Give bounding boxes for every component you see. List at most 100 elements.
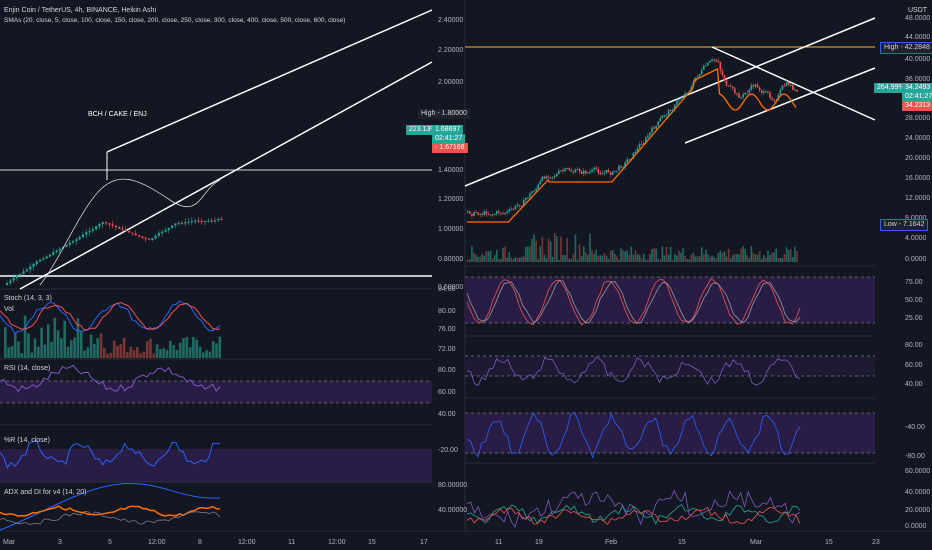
vol-bar <box>13 332 17 358</box>
candle <box>131 232 134 234</box>
right-osc-4[interactable] <box>466 489 801 529</box>
price-tick: 0.80000 <box>438 256 463 263</box>
time-tick: 23 <box>872 539 880 546</box>
candle <box>711 59 713 61</box>
left-stoch-pane[interactable] <box>0 300 432 360</box>
candle <box>748 89 751 93</box>
right-wedge-upper[interactable] <box>711 46 876 121</box>
right-price-axis[interactable]: 48.000044.000040.000036.000032.000028.00… <box>905 15 930 530</box>
candle <box>539 181 542 185</box>
candle <box>620 165 622 168</box>
candle <box>558 170 560 174</box>
candle <box>144 237 147 239</box>
left-candles <box>6 216 223 286</box>
time-tick: 12:00 <box>328 539 346 546</box>
vol-bar <box>522 256 525 262</box>
vol-bar <box>729 258 732 262</box>
candle <box>543 176 546 179</box>
candle <box>769 92 771 99</box>
vol-bar <box>671 259 674 262</box>
vol-bar <box>651 248 653 262</box>
time-axis[interactable]: Mar 3 5 12:00 8 12:00 11 12:00 15 17 11 19 Feb 15 Mar 1… <box>3 539 880 546</box>
vol-bar <box>89 334 93 358</box>
candle <box>721 70 724 76</box>
right-high-tag: High - 42.2848 <box>880 42 932 54</box>
vol-bar <box>624 251 626 262</box>
right-osc-1[interactable] <box>465 276 875 337</box>
rsi-tick: 40.00 <box>438 411 456 418</box>
candle <box>796 89 798 92</box>
candle <box>564 168 566 171</box>
channel-lower-line[interactable] <box>19 61 433 290</box>
right-price-tick: 36.0000 <box>905 76 930 83</box>
candle <box>29 266 32 270</box>
vol-bar <box>510 257 513 262</box>
candle <box>589 171 591 173</box>
left-adx-pane[interactable] <box>0 482 221 531</box>
right-osc-2[interactable] <box>465 355 875 399</box>
sma-legend[interactable]: SMAs (20, close, 5, close, 100, close, 1… <box>4 17 346 24</box>
left-rsi-pane[interactable] <box>0 364 432 426</box>
vol-bar <box>551 256 554 262</box>
vol-bar <box>775 248 778 262</box>
vol-bar <box>591 250 593 262</box>
stoch-label[interactable]: Stoch (14, 3, 3) <box>4 295 52 302</box>
vol-bar <box>198 346 202 358</box>
vol-bar <box>674 254 676 262</box>
candle <box>52 252 55 255</box>
stoch-d-line <box>0 301 221 331</box>
candle <box>489 214 492 216</box>
stoch-tick: 72.00 <box>438 346 456 353</box>
sma-line <box>39 178 221 286</box>
candle <box>663 115 666 117</box>
candle <box>147 238 151 240</box>
left-countdown-tag: 02:41:27 <box>432 134 466 144</box>
candle <box>213 220 217 222</box>
vol-bar <box>661 246 664 262</box>
overlay-label: BCH / CAKE / ENJ <box>88 111 147 118</box>
vol-label[interactable]: Vol <box>4 306 14 313</box>
vol-bar <box>607 259 610 262</box>
candle <box>767 91 769 93</box>
vol-bar <box>112 340 116 358</box>
candle <box>653 127 655 129</box>
rsi-band <box>0 381 432 403</box>
adx-label[interactable]: ADX and DI for v4 (14, 20) <box>4 489 87 496</box>
candle <box>200 220 203 222</box>
time-tick: 19 <box>535 539 543 546</box>
vol-bar <box>483 255 486 262</box>
stoch-tick: 80.00 <box>438 308 456 315</box>
right-channel-upper[interactable] <box>464 17 876 187</box>
candle <box>154 235 157 239</box>
candle <box>787 82 790 86</box>
wr-label[interactable]: %R (14, close) <box>4 437 50 444</box>
vol-bar <box>533 234 535 262</box>
right-osc-3[interactable] <box>465 411 875 464</box>
candle <box>473 211 475 216</box>
vol-bar <box>593 253 595 262</box>
symbol-title[interactable]: Enjin Coin / TetherUS, 4h, BINANCE, Heik… <box>4 7 156 14</box>
rsi-label[interactable]: RSI (14, close) <box>4 365 51 372</box>
channel-upper-line[interactable] <box>106 9 433 153</box>
candle <box>560 170 562 172</box>
vol-bar <box>132 349 136 358</box>
left-change-tag: 223.13% <box>406 125 440 135</box>
vol-bar <box>50 341 53 358</box>
left-wr-pane[interactable] <box>0 439 432 483</box>
right-main-chart[interactable] <box>464 17 876 267</box>
vol-bar <box>698 256 701 262</box>
vol-bar <box>609 250 612 262</box>
vol-bar <box>611 250 614 262</box>
vol-bar <box>185 336 189 358</box>
candle <box>68 242 71 245</box>
price-tick: 0.60000 <box>438 284 463 291</box>
vol-bar <box>686 259 689 262</box>
candle <box>686 92 689 94</box>
candle <box>518 204 521 207</box>
vol-bar <box>787 250 790 262</box>
right-price-tick: 0.0000 <box>905 256 927 263</box>
vol-bar <box>43 344 47 358</box>
right-channel-lower[interactable] <box>684 67 876 144</box>
left-main-chart[interactable]: BCH / CAKE / ENJ <box>0 9 433 290</box>
vol-bar <box>771 252 773 262</box>
